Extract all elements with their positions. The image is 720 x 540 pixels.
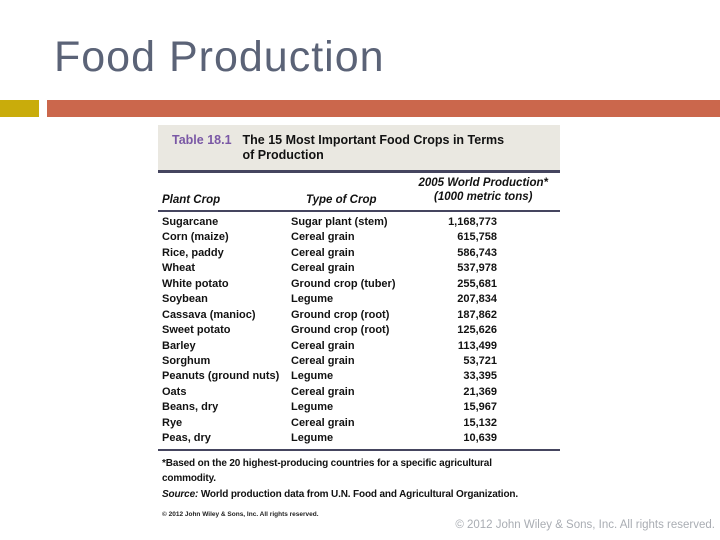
row-crop-type: Sugar plant (stem) xyxy=(291,216,388,228)
row-plant-crop: Sweet potato xyxy=(162,324,231,337)
accent-yellow-square xyxy=(0,100,39,117)
table-row: Wheat Cereal grain 537,978 xyxy=(158,261,560,276)
table-rule-top xyxy=(158,170,560,173)
table-rule-bottom xyxy=(158,448,560,451)
table-row: Peas, dry Legume 10,639 xyxy=(158,431,560,446)
footnote-source: Source: World production data from U.N. … xyxy=(162,487,560,503)
row-crop-type: Ground crop (root) xyxy=(291,308,390,321)
row-crop-type: Cereal grain xyxy=(291,339,355,352)
col-header-production-line1: 2005 World Production* xyxy=(418,177,548,189)
row-production-value: 586,743 xyxy=(457,246,497,259)
row-plant-crop: Peanuts (ground nuts) xyxy=(162,370,280,383)
table-column-headers: Plant Crop Type of Crop 2005 World Produ… xyxy=(158,173,560,210)
row-plant-crop: Cassava (manioc) xyxy=(162,308,256,321)
row-production-value: 53,721 xyxy=(463,354,497,367)
row-production-value: 207,834 xyxy=(457,293,497,306)
row-production-value: 15,132 xyxy=(463,416,497,429)
table-title-line2: of Production xyxy=(242,147,324,162)
row-crop-type: Cereal grain xyxy=(291,354,355,367)
table-row: Peanuts (ground nuts) Legume 33,395 xyxy=(158,369,560,384)
table-header: Table 18.1 The 15 Most Important Food Cr… xyxy=(158,125,560,170)
row-crop-type: Cereal grain xyxy=(291,416,355,429)
footnote-asterisk: *Based on the 20 highest-producing count… xyxy=(162,456,560,487)
table-figure: Table 18.1 The 15 Most Important Food Cr… xyxy=(158,125,560,519)
row-production-value: 537,978 xyxy=(457,262,497,275)
row-crop-type: Cereal grain xyxy=(291,385,355,398)
table-title-line1: The 15 Most Important Food Crops in Term… xyxy=(242,133,505,147)
row-production-value: 10,639 xyxy=(463,432,497,445)
row-plant-crop: Corn (maize) xyxy=(162,231,229,244)
row-crop-type: Cereal grain xyxy=(291,246,355,259)
table-copyright: © 2012 John Wiley & Sons, Inc. All right… xyxy=(162,511,319,519)
row-plant-crop: Wheat xyxy=(162,262,195,275)
row-plant-crop: Peas, dry xyxy=(162,432,211,445)
table-row: Oats Cereal grain 21,369 xyxy=(158,385,560,400)
table-row: Rice, paddy Cereal grain 586,743 xyxy=(158,246,560,261)
accent-orange-bar xyxy=(47,100,720,117)
table-title: The 15 Most Important Food Crops in Term… xyxy=(243,133,505,162)
row-plant-crop: Oats xyxy=(162,385,187,398)
col-header-type-of-crop: Type of Crop xyxy=(306,194,377,206)
row-crop-type: Cereal grain xyxy=(291,262,355,275)
row-plant-crop: Sugarcane xyxy=(162,216,219,228)
row-plant-crop: Rice, paddy xyxy=(162,246,224,259)
row-plant-crop: Sorghum xyxy=(162,354,211,367)
table-row: Corn (maize) Cereal grain 615,758 xyxy=(158,230,560,245)
table-footnotes: *Based on the 20 highest-producing count… xyxy=(158,451,560,503)
table-row: Barley Cereal grain 113,499 xyxy=(158,339,560,354)
row-crop-type: Legume xyxy=(291,432,334,445)
row-production-value: 255,681 xyxy=(457,277,497,290)
row-production-value: 187,862 xyxy=(457,308,497,321)
table-row: Sugarcane Sugar plant (stem) 1,168,773 xyxy=(158,215,560,230)
footnote-line1: *Based on the 20 highest-producing count… xyxy=(162,457,492,469)
col-header-production: 2005 World Production* (1000 metric tons… xyxy=(418,177,548,204)
row-crop-type: Ground crop (tuber) xyxy=(291,277,396,290)
table-rule-under-headers xyxy=(158,210,560,212)
table-number-label: Table 18.1 xyxy=(172,133,232,147)
table-row: Sweet potato Ground crop (root) 125,626 xyxy=(158,323,560,338)
row-crop-type: Legume xyxy=(291,370,334,383)
row-crop-type: Ground crop (root) xyxy=(291,324,390,337)
row-plant-crop: Beans, dry xyxy=(162,401,219,414)
table-row: Soybean Legume 207,834 xyxy=(158,292,560,307)
row-plant-crop: White potato xyxy=(162,277,229,290)
table-row: Rye Cereal grain 15,132 xyxy=(158,416,560,431)
table-row: Beans, dry Legume 15,967 xyxy=(158,400,560,415)
row-plant-crop: Barley xyxy=(162,339,196,352)
source-text: World production data from U.N. Food and… xyxy=(198,488,518,500)
col-header-plant-crop: Plant Crop xyxy=(162,194,221,206)
row-production-value: 113,499 xyxy=(457,339,497,352)
row-production-value: 125,626 xyxy=(457,324,497,337)
table-row: Sorghum Cereal grain 53,721 xyxy=(158,354,560,369)
col-header-production-line2: (1000 metric tons) xyxy=(434,190,533,203)
row-production-value: 1,168,773 xyxy=(448,216,497,228)
table-row: White potato Ground crop (tuber) 255,681 xyxy=(158,277,560,292)
footnote-line2: commodity. xyxy=(162,473,216,485)
slide-footer: © 2012 John Wiley & Sons, Inc. All right… xyxy=(455,519,715,531)
row-plant-crop: Rye xyxy=(162,416,183,429)
table-row: Cassava (manioc) Ground crop (root) 187,… xyxy=(158,308,560,323)
row-production-value: 615,758 xyxy=(457,231,497,244)
row-crop-type: Cereal grain xyxy=(291,231,355,244)
row-production-value: 33,395 xyxy=(463,370,497,383)
row-crop-type: Legume xyxy=(291,401,334,414)
source-label: Source: xyxy=(162,488,199,500)
row-crop-type: Legume xyxy=(291,293,334,306)
row-production-value: 15,967 xyxy=(463,401,497,414)
table-body: Sugarcane Sugar plant (stem) 1,168,773 C… xyxy=(158,212,560,449)
slide-title: Food Production xyxy=(54,33,385,81)
row-plant-crop: Soybean xyxy=(162,293,208,306)
row-production-value: 21,369 xyxy=(463,385,497,398)
